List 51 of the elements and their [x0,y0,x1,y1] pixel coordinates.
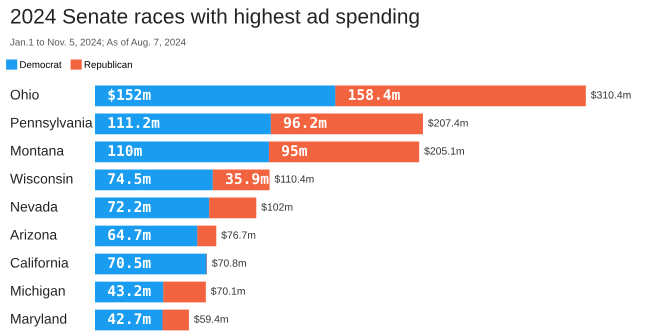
total-label: $70.1m [210,286,245,296]
data-label: 74.5m [108,173,151,184]
y-tick-label: Michigan [11,286,65,298]
chart-subtitle: Jan.1 to Nov. 5, 2024; As of Aug. 7, 2024 [10,38,186,48]
total-label: $205.1m [424,146,464,156]
bar [162,310,189,330]
data-label: 72.2m [108,201,151,212]
y-tick-label: Ohio [10,89,39,100]
total-label: $110.4m [274,174,314,184]
data-label: 95m [282,145,307,156]
y-tick-label: California [10,257,69,268]
data-label: 110m [108,145,142,156]
bar [209,198,256,218]
y-tick-label: Nevada [11,201,58,212]
y-tick-label: Maryland [11,314,66,326]
legend-label: Republican [84,60,132,70]
bar [95,254,206,274]
chart-title: 2024 Senate races with highest ad spending [11,8,419,28]
y-tick-label: Montana [11,146,64,156]
data-label: 70.5m [108,257,151,268]
data-label: $152m [108,88,151,102]
data-label: 35.9m [226,173,268,184]
bar [95,198,210,218]
total-label: $102m [261,202,292,212]
bar [270,113,423,134]
bar [163,282,206,302]
bar [95,310,163,330]
total-label: $70.8m [212,258,246,268]
total-label: $207.4m [428,118,468,128]
bar [268,142,420,162]
data-label: 111.2m [108,117,160,128]
bar [95,85,336,106]
total-label: $76.7m [221,230,256,240]
bar [95,142,269,162]
total-label: $310.4m [590,90,631,100]
bar [197,226,216,246]
data-label: 64.7m [108,229,151,240]
data-label: 158.4m [348,89,400,100]
data-label: 43.2m [108,285,151,296]
data-label: 42.7m [108,313,151,324]
y-tick-label: Wisconsin [10,173,72,184]
bar [95,170,213,190]
bar [335,85,586,106]
y-tick-label: Arizona [10,229,58,240]
y-tick-label: Pennsylvania [11,117,93,130]
bar [95,113,271,134]
data-label: 96.2m [284,117,326,128]
bar [95,226,198,246]
legend-label: Democrat [20,61,62,68]
total-label: $59.4m [194,314,228,324]
bar [95,282,164,302]
